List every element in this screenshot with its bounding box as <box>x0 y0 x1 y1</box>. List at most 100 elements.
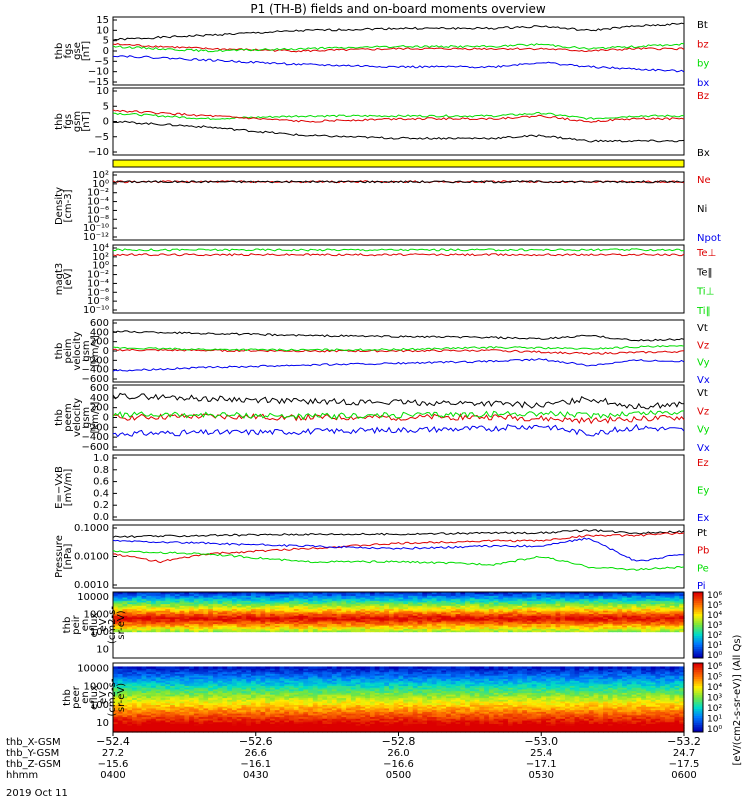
heatmap-cell <box>113 706 119 709</box>
heatmap-cell <box>350 628 357 631</box>
heatmap-cell <box>151 706 157 709</box>
y-tick-label: 10⁻⁴ <box>87 197 109 208</box>
heatmap-cell <box>141 719 147 723</box>
heatmap-cell <box>565 620 571 623</box>
heatmap-cell <box>427 628 433 631</box>
heatmap-cell <box>222 620 228 623</box>
heatmap-cell <box>160 618 166 621</box>
heatmap-cell <box>265 676 271 680</box>
heatmap-cell <box>493 600 500 603</box>
heatmap-cell <box>289 692 295 695</box>
heatmap-cell <box>393 618 400 621</box>
heatmap-cell <box>517 603 523 606</box>
heatmap-cell <box>151 629 157 633</box>
heatmap-cell <box>151 702 157 705</box>
heatmap-cell <box>136 611 143 615</box>
heatmap-cell <box>227 690 233 693</box>
heatmap-cell <box>222 683 228 687</box>
heatmap-cell <box>212 694 219 697</box>
heatmap-cell <box>146 695 152 699</box>
heatmap-cell <box>241 623 247 626</box>
heatmap-cell <box>193 592 200 595</box>
heatmap-cell <box>507 620 514 623</box>
heatmap-cell <box>231 711 238 714</box>
heatmap-cell <box>336 598 342 601</box>
heatmap-cell <box>303 621 309 624</box>
heatmap-cell <box>503 621 509 624</box>
heatmap-cell <box>260 697 266 700</box>
heatmap-cell <box>141 678 147 681</box>
legend-by: by <box>697 59 709 70</box>
heatmap-cell <box>298 608 304 611</box>
heatmap-cell <box>117 713 124 716</box>
heatmap-cell <box>179 595 185 598</box>
heatmap-cell <box>560 595 566 598</box>
colorbar-cell <box>693 600 703 604</box>
heatmap-cell <box>231 702 238 705</box>
heatmap-cell <box>503 610 509 613</box>
heatmap-cell <box>274 605 281 608</box>
heatmap-cell <box>246 706 252 709</box>
heatmap-cell <box>151 618 157 621</box>
heatmap-cell <box>170 687 176 690</box>
heatmap-cell <box>569 623 576 626</box>
heatmap-cell <box>322 605 328 608</box>
heatmap-cell <box>631 605 638 608</box>
heatmap-cell <box>503 601 509 605</box>
heatmap-cell <box>669 605 676 608</box>
heatmap-cell <box>250 707 257 711</box>
heatmap-cell <box>193 697 200 700</box>
heatmap-cell <box>312 669 319 673</box>
heatmap-cell <box>308 685 314 688</box>
heatmap-cell <box>174 723 181 726</box>
heatmap-cell <box>393 608 400 611</box>
heatmap-cell <box>222 709 228 712</box>
heatmap-cell <box>293 671 300 674</box>
heatmap-cell <box>298 596 304 600</box>
heatmap-cell <box>170 592 176 595</box>
heatmap-cell <box>679 623 685 626</box>
heatmap-cell <box>184 685 190 688</box>
heatmap-cell <box>250 723 257 726</box>
heatmap-cell <box>289 700 295 704</box>
heatmap-cell <box>607 600 614 603</box>
heatmap-cell <box>327 706 333 709</box>
heatmap-cell <box>603 592 609 595</box>
heatmap-cell <box>303 592 309 595</box>
heatmap-cell <box>246 713 252 716</box>
heatmap-cell <box>317 606 323 610</box>
heatmap-cell <box>398 592 404 595</box>
heatmap-cell <box>298 673 304 676</box>
heatmap-cell <box>241 706 247 709</box>
heatmap-cell <box>317 629 323 633</box>
heatmap-cell <box>212 668 219 671</box>
heatmap-cell <box>222 685 228 688</box>
heatmap-cell <box>298 721 304 724</box>
heatmap-cell <box>184 723 190 726</box>
heatmap-cell <box>193 610 200 613</box>
heatmap-cell <box>117 616 124 619</box>
heatmap-cell <box>641 620 647 623</box>
heatmap-cell <box>260 716 266 719</box>
heatmap-cell <box>279 728 285 731</box>
heatmap-cell <box>222 692 228 695</box>
heatmap-cell <box>636 616 642 619</box>
heatmap-cell <box>598 615 604 618</box>
heatmap-cell <box>355 596 362 600</box>
heatmap-cell <box>474 618 480 621</box>
heatmap-cell <box>222 625 228 628</box>
heatmap-cell <box>660 606 666 610</box>
heatmap-cell <box>512 620 519 623</box>
heatmap-cell <box>641 592 647 595</box>
heatmap-cell <box>227 603 233 606</box>
heatmap-cell <box>379 613 385 616</box>
heatmap-cell <box>522 593 528 596</box>
heatmap-cell <box>141 666 147 669</box>
heatmap-cell <box>626 608 633 611</box>
heatmap-cell <box>117 688 124 692</box>
heatmap-cell <box>141 593 147 596</box>
heatmap-cell <box>474 605 480 608</box>
heatmap-cell <box>331 596 338 600</box>
heatmap-cell <box>488 593 495 596</box>
heatmap-cell <box>241 608 247 611</box>
